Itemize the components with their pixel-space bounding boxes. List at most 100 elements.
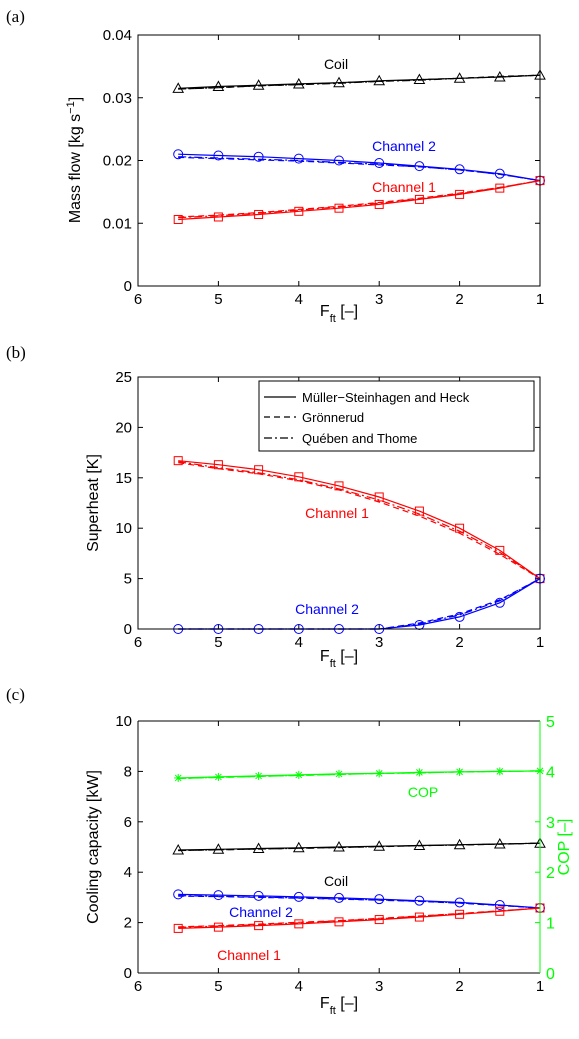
data-point (374, 492, 384, 502)
data-point (414, 161, 425, 172)
data-point (294, 206, 304, 216)
y-tick-label: 20 (115, 419, 132, 436)
data-point (213, 150, 224, 161)
x-tick-label: 1 (536, 978, 544, 995)
data-point (414, 895, 425, 906)
annotation-cop-c: COP (408, 784, 438, 800)
panel-c-ylabel: Cooling capacity [kW] (85, 770, 102, 924)
data-point (212, 80, 225, 91)
data-point (413, 839, 426, 850)
panel-c-xticks: 6 5 4 3 2 1 (134, 721, 544, 995)
data-point (334, 892, 344, 903)
data-point (254, 921, 264, 931)
data-point (453, 72, 466, 83)
series-line-dashed (178, 578, 541, 630)
data-point (495, 545, 505, 555)
legend-item-0: Müller−Steinhagen and Heck (302, 390, 470, 405)
data-point (253, 151, 264, 162)
data-point (493, 837, 506, 849)
x-tick-label: 5 (214, 978, 222, 995)
data-point (252, 842, 265, 854)
data-point (214, 772, 223, 781)
y-tick-label: 0.02 (103, 153, 132, 170)
data-point (374, 915, 384, 925)
data-point (414, 506, 424, 516)
data-point (173, 456, 183, 466)
panel-b-axes-box (137, 376, 541, 630)
data-point (334, 917, 344, 927)
data-point (213, 212, 223, 222)
x-tick-label: 4 (295, 291, 303, 308)
panel-a-xlabel: Fft [–] (320, 303, 358, 325)
panel-c-y2label: COP [–] (556, 819, 573, 876)
data-point (173, 889, 184, 900)
data-point (495, 767, 504, 776)
annotation-channel1-b: Channel 1 (305, 505, 369, 521)
data-point (292, 841, 305, 853)
data-point (173, 923, 183, 933)
legend: Müller−Steinhagen and Heck Grönnerud Qué… (258, 380, 535, 452)
annotation-channel2-b: Channel 2 (295, 601, 359, 617)
data-point (493, 71, 506, 82)
data-point (294, 472, 304, 482)
data-point (292, 77, 305, 89)
data-point (414, 912, 424, 922)
x-tick-label: 2 (455, 978, 463, 995)
data-point (455, 523, 465, 533)
y2-tick-label: 3 (546, 815, 555, 832)
data-point (213, 890, 224, 901)
series-line-dashdot (178, 156, 541, 182)
x-tick-label: 3 (375, 634, 383, 651)
data-point (454, 897, 465, 908)
y-tick-label: 4 (124, 864, 132, 881)
series-line-dashdot (178, 578, 541, 630)
panel-b-yticks: 0 5 10 15 20 25 (115, 369, 540, 638)
x-tick-label: 3 (375, 978, 383, 995)
data-point (254, 465, 264, 475)
data-point (375, 769, 384, 778)
y-tick-label: 0 (124, 278, 132, 295)
data-point (174, 773, 183, 782)
panel-c-series (172, 766, 546, 933)
series-line-solid (178, 907, 541, 929)
panel-b-xlabel: Fft [–] (320, 648, 358, 670)
data-point (173, 149, 184, 160)
data-point (294, 770, 303, 779)
y-tick-label: 2 (124, 915, 132, 932)
y2-tick-label: 5 (546, 714, 555, 731)
data-point (494, 597, 505, 608)
data-point (495, 906, 505, 916)
y-tick-label: 0 (124, 621, 132, 638)
panel-a: (a) 0 0.01 0.02 0.03 0.04 6 5 4 3 2 1 Mass flow [… (6, 7, 546, 325)
data-point (172, 843, 185, 855)
data-point (213, 922, 223, 932)
series-line-dashed (178, 180, 541, 218)
y-tick-label: 6 (124, 814, 132, 831)
data-point (373, 74, 386, 86)
data-point (454, 164, 465, 175)
series-channel-2 (173, 149, 545, 186)
legend-box (258, 380, 535, 452)
legend-item-1: Grönnerud (302, 410, 364, 425)
x-tick-label: 2 (455, 634, 463, 651)
series-channel-1 (173, 903, 545, 933)
data-point (253, 890, 264, 901)
data-point (212, 843, 225, 854)
data-point (494, 168, 505, 179)
x-tick-label: 1 (536, 291, 544, 308)
data-point (455, 767, 464, 776)
data-point (333, 840, 345, 852)
annotation-channel2-a: Channel 2 (372, 138, 436, 154)
data-point (374, 199, 384, 209)
y2-tick-label: 4 (546, 764, 555, 781)
series-cop (174, 766, 544, 782)
panel-a-ylabel: Mass flow [kg s−1] (65, 97, 84, 223)
x-tick-label: 1 (536, 634, 544, 651)
data-point (254, 209, 264, 219)
data-point (294, 919, 304, 929)
y-tick-label: 15 (115, 470, 132, 487)
series-line-dashed (178, 462, 541, 580)
x-tick-label: 4 (295, 634, 303, 651)
y-tick-label: 25 (115, 369, 132, 386)
panel-b-ylabel: Superheat [K] (85, 454, 102, 552)
